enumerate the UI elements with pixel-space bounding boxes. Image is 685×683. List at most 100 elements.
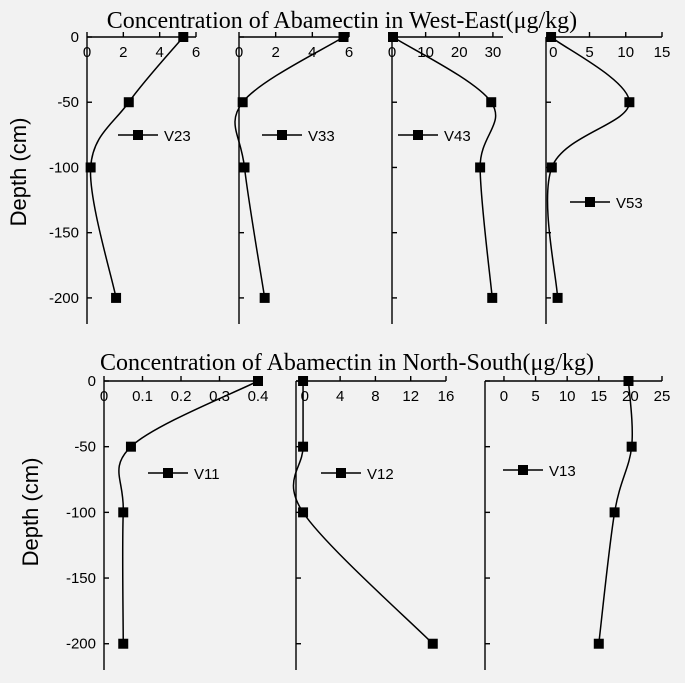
x-tick-label: 4 [155,44,163,61]
legend-marker [133,130,143,140]
data-point [237,97,248,108]
data-point [125,441,136,452]
legend-marker [163,468,173,478]
legend-label: V11 [194,466,220,483]
x-tick-label: 5 [531,388,539,405]
legend: V13 [503,463,576,480]
x-tick-label: 0.4 [248,388,269,405]
data-point [178,32,189,42]
series-line [89,36,184,299]
data-point [298,376,309,386]
data-point [123,97,134,108]
x-tick-label: 4 [336,388,344,405]
legend: V33 [262,128,335,145]
x-tick-label: 0 [549,44,557,61]
y-tick-label: -50 [74,439,96,456]
data-point [239,162,250,173]
panel-V43: 0 10 20 30 V43 [388,32,503,324]
x-tick-label: 15 [590,388,607,405]
chart-title: Concentration of Abamectin in West-East(… [107,8,577,34]
data-point [546,162,557,173]
x-tick-label: 0 [301,388,309,405]
legend-marker [585,197,595,207]
legend: V11 [148,466,220,483]
x-tick-label: 15 [654,44,671,61]
data-point [253,376,263,386]
x-tick-label: 0 [235,44,243,61]
data-point [475,162,486,173]
y-tick-label: 0 [88,373,96,390]
data-point [118,638,129,649]
x-tick-label: 10 [617,44,634,61]
legend-label: V12 [367,466,394,483]
data-point [259,292,270,303]
x-tick-label: 5 [585,44,593,61]
data-point [546,32,557,42]
y-tick-label: -200 [66,636,96,653]
data-point [111,292,122,303]
legend: V43 [398,128,471,145]
data-point [552,292,563,303]
x-tick-label: 2 [119,44,127,61]
y-tick-label: -50 [57,94,79,111]
series-line [546,36,631,298]
x-tick-label: 4 [308,44,316,61]
y-tick-label: 0 [71,29,79,46]
legend-marker [518,465,528,475]
data-point [427,638,438,649]
x-tick-label: 10 [417,44,434,61]
x-tick-label: 25 [654,388,671,405]
legend-label: V33 [308,128,335,145]
panel-V33: 0 2 4 6 V33 [234,32,353,324]
legend: V53 [570,195,643,212]
data-point [388,32,399,42]
x-tick-label: 2 [271,44,279,61]
legend-marker [413,130,423,140]
x-tick-label: 16 [438,388,455,405]
panel-V23: 0 2 4 6 0 -50 -100 -150 -200 V23 [49,29,200,324]
legend-label: V53 [616,195,643,212]
data-point [593,638,604,649]
data-point [624,97,635,108]
series-line [118,380,259,644]
series-line [234,36,344,299]
data-point [486,97,497,108]
series-line [392,36,497,298]
legend-label: V13 [549,463,576,480]
y-tick-label: -200 [49,290,79,307]
y-tick-label: -150 [66,570,96,587]
panel-V12: 0 4 8 12 16 V12 [292,376,455,670]
data-point [626,441,637,452]
x-tick-label: 0.2 [171,388,192,405]
legend-label: V23 [164,128,191,145]
data-point [85,162,96,173]
legend: V23 [118,128,191,145]
x-tick-label: 6 [192,44,200,61]
data-point [118,507,129,518]
y-axis-label: Depth (cm) [18,458,43,567]
data-point [487,292,498,303]
x-tick-label: 10 [559,388,576,405]
series-line [292,380,434,645]
panel-V53: 0 5 10 15 V53 [545,32,671,324]
data-point [338,32,349,42]
y-tick-label: -100 [49,159,79,176]
data-point [623,376,634,386]
data-point [609,507,620,518]
legend-label: V43 [444,128,471,145]
legend-marker [336,468,346,478]
legend: V12 [321,466,394,483]
y-axis-label: Depth (cm) [6,118,31,227]
x-tick-label: 20 [451,44,468,61]
x-tick-label: 12 [402,388,419,405]
data-point [298,441,309,452]
chart-title: Concentration of Abamectin in North-Sout… [100,350,594,376]
series-line [598,380,634,644]
y-tick-label: -150 [49,225,79,242]
x-tick-label: 0.1 [132,388,153,405]
x-tick-label: 6 [345,44,353,61]
